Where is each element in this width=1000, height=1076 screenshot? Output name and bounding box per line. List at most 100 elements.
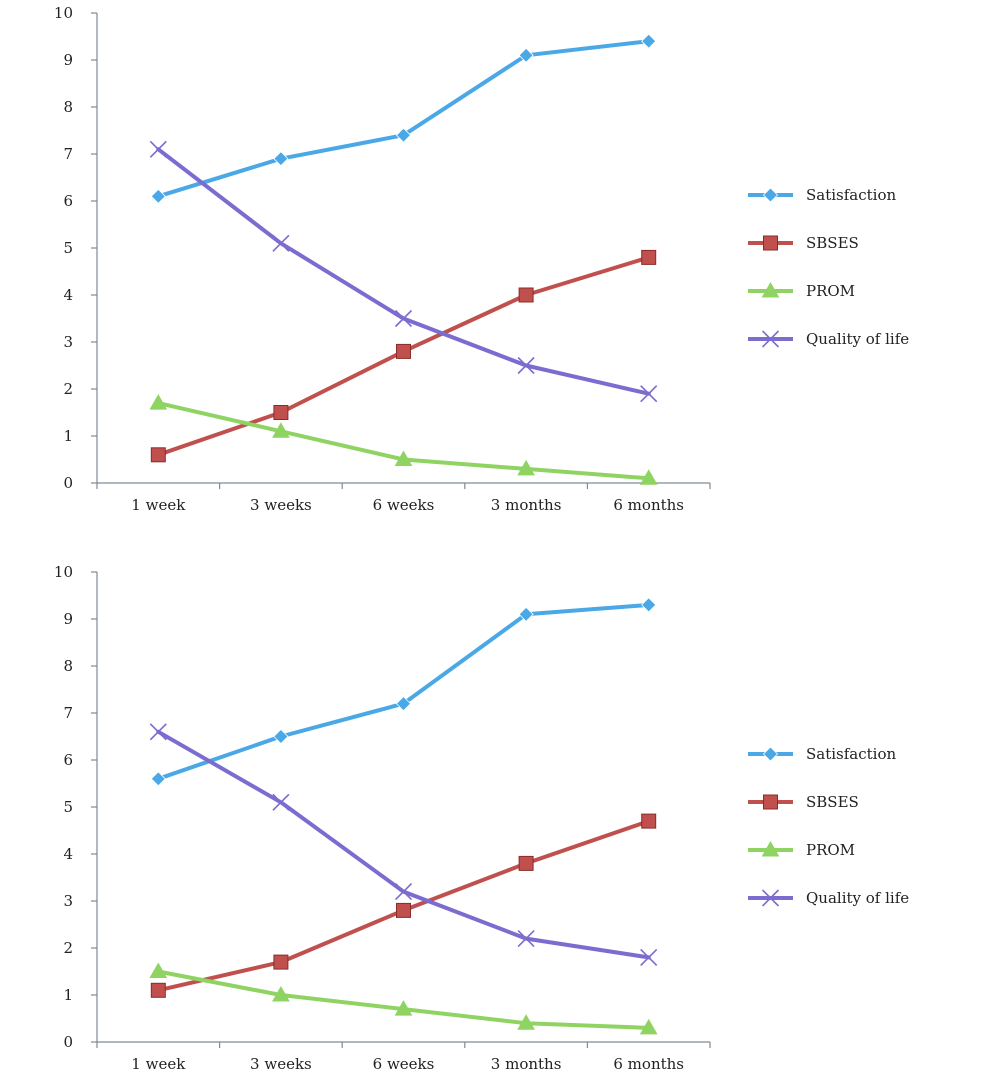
y-tick-label: 10 — [54, 563, 73, 581]
legend-item-satisfaction: Satisfaction — [748, 186, 896, 204]
data-point-sbses — [150, 982, 166, 998]
legend-item-sbses: SBSES — [748, 234, 859, 252]
data-point-prom — [517, 1014, 535, 1030]
y-tick-label: 0 — [63, 1033, 73, 1051]
series-prom — [149, 962, 658, 1035]
legend-marker-icon — [761, 281, 780, 298]
y-tick-label: 9 — [63, 610, 73, 628]
y-tick-label: 2 — [63, 939, 73, 957]
x-tick-label: 3 weeks — [250, 496, 312, 514]
data-point-quality-of-life — [149, 723, 167, 741]
legend-item-prom: PROM — [748, 840, 855, 859]
x-tick-label: 6 weeks — [373, 1055, 435, 1073]
series-line-satisfaction — [156, 39, 651, 199]
series-satisfaction — [150, 597, 657, 787]
y-tick-label: 1 — [63, 427, 73, 445]
y-tick-label: 6 — [63, 751, 73, 769]
chart-bottom: 0 1 2 3 4 5 6 7 8 9 10 1 week 3 weeks 6 weeks 3 months… — [0, 538, 1000, 1076]
data-point-sbses — [396, 343, 411, 359]
y-tick-label: 3 — [63, 892, 73, 910]
data-point-satisfaction — [395, 127, 412, 143]
legend-item-quality-of-life: Quality of life — [748, 330, 909, 348]
legend-marker-icon — [761, 889, 780, 907]
y-tick-label: 4 — [63, 286, 73, 304]
x-tick-label: 1 week — [131, 1055, 186, 1073]
y-tick-label: 9 — [63, 51, 73, 69]
chart-bottom-svg: 0 1 2 3 4 5 6 7 8 9 10 1 week 3 weeks 6 weeks 3 months… — [54, 563, 909, 1073]
data-point-satisfaction — [150, 188, 166, 204]
y-tick-label: 1 — [63, 986, 73, 1004]
legend-marker-icon — [761, 330, 780, 348]
legend-marker-icon — [762, 746, 779, 762]
data-point-sbses — [150, 447, 166, 463]
data-point-satisfaction — [641, 597, 657, 613]
data-point-prom — [517, 459, 535, 476]
data-point-satisfaction — [273, 151, 289, 167]
data-point-quality-of-life — [394, 883, 413, 901]
data-point-satisfaction — [518, 606, 534, 622]
x-tick-label: 3 months — [491, 496, 562, 514]
legend-marker-icon — [763, 794, 778, 810]
legend-label: SBSES — [806, 234, 859, 252]
legend-item-quality-of-life: Quality of life — [748, 889, 909, 907]
legend-marker-icon — [761, 840, 780, 857]
x-tick-label: 6 months — [613, 496, 684, 514]
data-point-prom — [394, 1000, 413, 1016]
legend-item-satisfaction: Satisfaction — [748, 745, 896, 763]
legend-label: Satisfaction — [806, 186, 896, 204]
y-tick-label: 3 — [63, 333, 73, 351]
series-sbses — [150, 813, 657, 998]
data-point-sbses — [518, 855, 534, 871]
data-point-satisfaction — [641, 33, 657, 49]
series-line-prom — [156, 401, 651, 481]
data-point-quality-of-life — [272, 234, 290, 252]
data-point-satisfaction — [518, 47, 534, 63]
data-point-sbses — [641, 813, 657, 829]
x-tick-label: 6 months — [613, 1055, 684, 1073]
data-point-satisfaction — [395, 696, 412, 712]
data-point-prom — [149, 394, 168, 410]
chart-top-svg: 0 1 2 3 4 5 6 7 8 9 10 1 week 3 weeks 6 weeks 3 months… — [54, 4, 909, 514]
data-point-satisfaction — [150, 771, 166, 787]
legend-marker-icon — [763, 235, 778, 251]
series-line-prom — [156, 969, 651, 1030]
y-tick-label: 7 — [63, 704, 73, 722]
y-tick-label: 4 — [63, 845, 73, 863]
y-tick-label: 8 — [63, 657, 73, 675]
data-point-prom — [639, 469, 658, 485]
x-tick-label: 3 months — [491, 1055, 562, 1073]
legend-label: PROM — [806, 841, 855, 859]
chart-top: 0 1 2 3 4 5 6 7 8 9 10 1 week 3 weeks 6 weeks 3 months… — [54, 4, 909, 514]
data-point-sbses — [641, 249, 657, 265]
y-tick-label: 5 — [63, 239, 73, 257]
y-tick-label: 8 — [63, 98, 73, 116]
data-point-prom — [394, 450, 413, 466]
data-point-quality-of-life — [272, 793, 290, 811]
data-point-quality-of-life — [394, 309, 413, 328]
data-point-prom — [272, 422, 290, 438]
legend-item-prom: PROM — [748, 281, 855, 300]
legend-label: Quality of life — [806, 330, 909, 348]
y-tick-label: 0 — [63, 474, 73, 492]
legend-label: Quality of life — [806, 889, 909, 907]
data-point-prom — [272, 985, 290, 1002]
data-point-quality-of-life — [640, 948, 658, 966]
data-point-sbses — [518, 287, 534, 303]
y-tick-label: 7 — [63, 145, 73, 163]
data-point-sbses — [396, 902, 411, 918]
y-tick-label: 5 — [63, 798, 73, 816]
y-tick-label: 6 — [63, 192, 73, 210]
data-point-quality-of-life — [149, 140, 167, 158]
legend-marker-icon — [762, 187, 779, 203]
series-sbses — [150, 249, 657, 463]
data-point-satisfaction — [273, 728, 289, 745]
legend-label: PROM — [806, 282, 855, 300]
series-quality-of-life — [149, 723, 658, 966]
x-tick-label: 1 week — [131, 496, 186, 514]
y-tick-label: 10 — [54, 4, 73, 22]
x-tick-label: 3 weeks — [250, 1055, 312, 1073]
series-quality-of-life — [149, 140, 658, 403]
data-point-quality-of-life — [517, 356, 535, 375]
series-prom — [149, 394, 658, 485]
x-tick-label: 6 weeks — [373, 496, 435, 514]
